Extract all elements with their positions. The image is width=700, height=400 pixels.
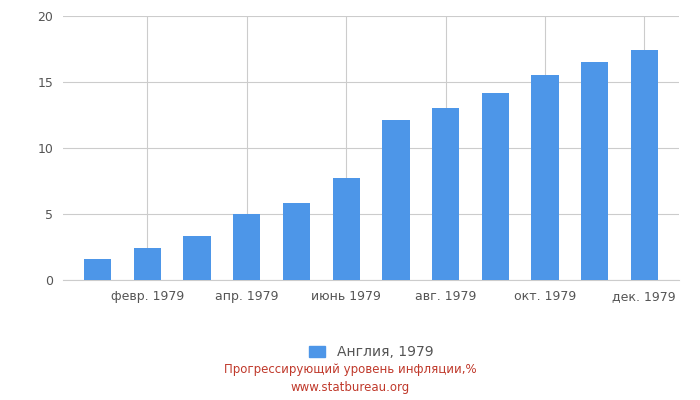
Bar <box>482 92 509 280</box>
Bar <box>134 248 161 280</box>
Bar <box>631 50 658 280</box>
Bar <box>84 259 111 280</box>
Legend: Англия, 1979: Англия, 1979 <box>303 340 439 365</box>
Bar <box>432 108 459 280</box>
Bar <box>531 75 559 280</box>
Bar <box>183 236 211 280</box>
Bar <box>233 214 260 280</box>
Bar <box>382 120 410 280</box>
Bar <box>581 62 608 280</box>
Text: Прогрессирующий уровень инфляции,%: Прогрессирующий уровень инфляции,% <box>224 364 476 376</box>
Bar <box>332 178 360 280</box>
Bar <box>283 204 310 280</box>
Text: www.statbureau.org: www.statbureau.org <box>290 382 410 394</box>
